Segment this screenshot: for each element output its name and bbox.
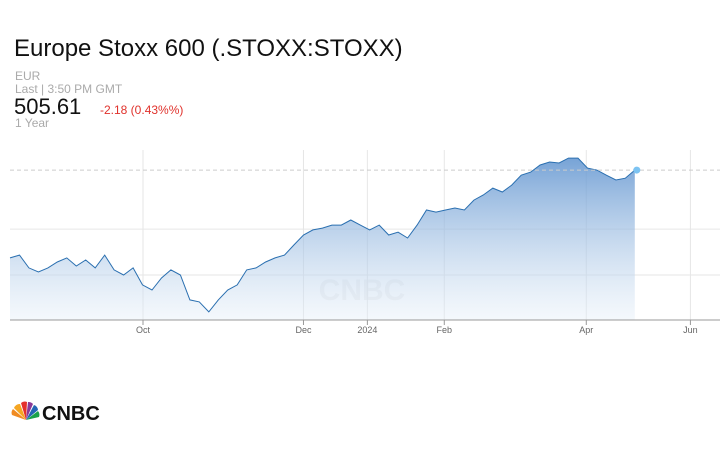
chart-title: Europe Stoxx 600 (.STOXX:STOXX): [14, 35, 403, 62]
x-tick-label: 2024: [357, 325, 377, 335]
area: [10, 158, 635, 320]
plot-area: CNBCOctDec2024FebAprJun: [9, 150, 720, 335]
currency: EUR: [15, 69, 41, 83]
x-tick-label: Feb: [437, 325, 453, 335]
price: 505.61: [14, 94, 81, 119]
last-update: Last | 3:50 PM GMT: [15, 82, 123, 96]
cnbc-logo: CNBC: [11, 401, 100, 425]
x-tick-label: Oct: [136, 325, 151, 335]
x-tick-label: Jun: [683, 325, 698, 335]
change: -2.18 (0.43%%): [100, 103, 183, 117]
logo-text: CNBC: [42, 403, 100, 425]
line: [9, 157, 636, 313]
last-point: [633, 166, 641, 174]
x-tick-label: Apr: [579, 325, 593, 335]
x-tick-label: Dec: [295, 325, 312, 335]
range: 1 Year: [15, 116, 49, 130]
